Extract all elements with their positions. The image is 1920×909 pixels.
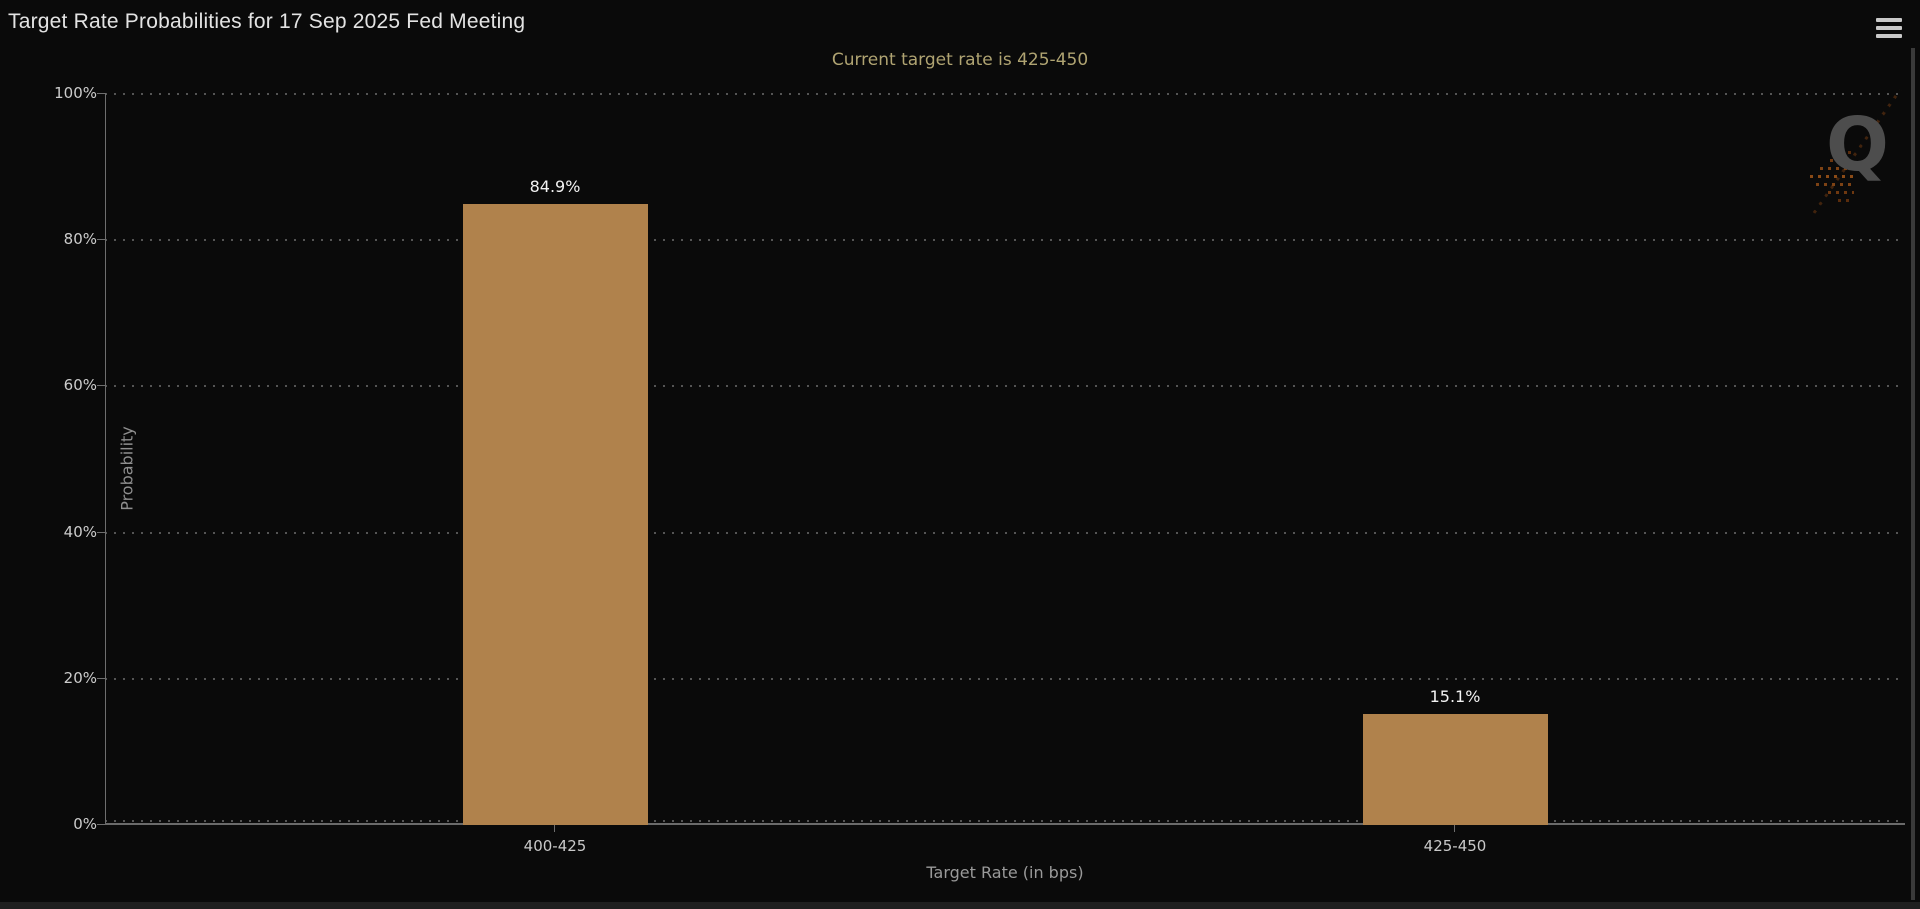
vertical-scrollbar[interactable]: [1911, 48, 1915, 900]
bar-value-label: 15.1%: [1429, 687, 1481, 707]
gridline-0: [105, 820, 1905, 822]
hamburger-icon[interactable]: [1874, 14, 1904, 42]
y-tick: [97, 385, 105, 386]
gridline-100: [105, 93, 1905, 95]
y-tick: [97, 532, 105, 533]
y-tick: [97, 824, 105, 825]
y-tick-label: 20%: [63, 669, 97, 687]
y-tick-label: 80%: [63, 230, 97, 248]
x-category-label: 425-450: [1423, 837, 1487, 855]
hamburger-bar: [1876, 18, 1902, 22]
hamburger-bar: [1876, 34, 1902, 38]
watermark-rays-icon: [1792, 146, 1854, 207]
y-axis-line: [105, 93, 106, 825]
x-category-label: 400-425: [523, 837, 587, 855]
y-tick: [97, 239, 105, 240]
gridline-80: [105, 239, 1905, 241]
bar-value-label: 84.9%: [529, 176, 581, 196]
chart-title: Target Rate Probabilities for 17 Sep 202…: [8, 10, 526, 33]
y-tick-label: 100%: [54, 84, 97, 102]
y-tick-label: 0%: [73, 815, 97, 833]
y-axis-title: Probability: [117, 426, 137, 511]
bar-400-425[interactable]: [462, 203, 648, 825]
plot-area: 100% 80% 60% 40% 20% 0% 84.9% 15.1% 400-…: [54, 84, 1905, 882]
x-tick: [554, 825, 555, 832]
gridline-40: [105, 532, 1905, 534]
x-tick: [1454, 825, 1455, 832]
hamburger-bar: [1876, 26, 1902, 30]
y-tick-label: 40%: [63, 523, 97, 541]
horizontal-scrollbar[interactable]: [0, 902, 1920, 909]
y-tick: [97, 93, 105, 94]
quikstrike-logo-icon: Q: [1826, 102, 1889, 188]
y-tick: [97, 678, 105, 679]
x-axis-title: Target Rate (in bps): [926, 863, 1084, 882]
x-axis-line: [105, 823, 1905, 825]
gridline-20: [105, 678, 1905, 680]
gridline-60: [105, 385, 1905, 387]
bar-425-450[interactable]: [1362, 714, 1548, 825]
chart-subtitle: Current target rate is 425-450: [831, 50, 1089, 70]
y-tick-label: 60%: [63, 376, 97, 394]
